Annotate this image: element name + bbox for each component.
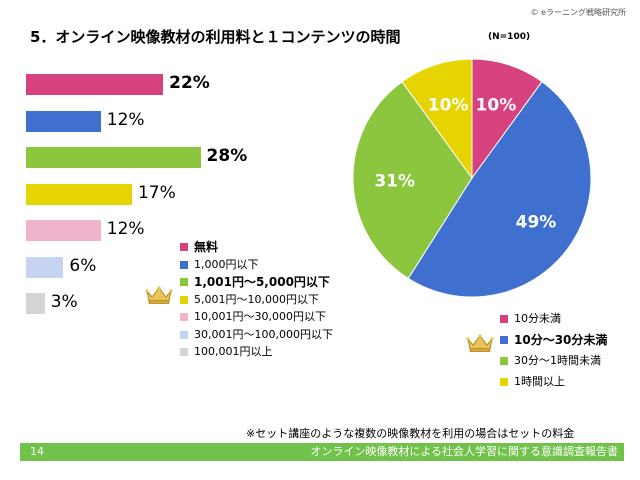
- footer-bar: 14 オンライン映像教材による社会人学習に関する意識調査報告書: [20, 443, 624, 461]
- legend-label: 100,001円以上: [194, 345, 273, 358]
- bar: [26, 147, 201, 168]
- legend-label: 30分～1時間未満: [514, 354, 601, 367]
- legend-swatch: [500, 315, 508, 323]
- pie-slice: [407, 81, 592, 298]
- legend-swatch: [500, 336, 508, 344]
- brand-label: © eラーニング戦略研究所: [530, 8, 626, 17]
- bar-value-label: 12%: [106, 109, 145, 130]
- pie-slice: [471, 58, 543, 180]
- page-number: 14: [30, 445, 44, 458]
- bar-value-label: 28%: [206, 146, 248, 166]
- bar: [26, 256, 64, 278]
- sample-size-label: (N=100): [488, 32, 531, 42]
- legend-swatch: [180, 295, 188, 304]
- legend-label: 10分～30分未満: [514, 333, 608, 347]
- legend-label: 1,000円以下: [194, 257, 259, 271]
- page-title: 5．オンライン映像教材の利用料と１コンテンツの時間: [30, 28, 401, 46]
- legend-swatch: [180, 278, 188, 286]
- legend-swatch: [180, 243, 188, 251]
- pie-slice-label: 49%: [516, 212, 557, 232]
- legend-label: 無料: [194, 240, 219, 254]
- legend-swatch: [180, 348, 188, 356]
- bar-value-label: 12%: [106, 219, 145, 239]
- pie-slice-label: 31%: [374, 171, 415, 191]
- legend-label: 1,001円～5,000円以下: [194, 275, 330, 289]
- pie-slice: [352, 81, 473, 280]
- pie-slice-label: 10%: [476, 95, 517, 115]
- legend-swatch: [180, 330, 188, 339]
- bar-value-label: 17%: [137, 182, 176, 203]
- bar: [26, 110, 101, 132]
- report-title: オンライン映像教材による社会人学習に関する意識調査報告書: [310, 445, 618, 458]
- legend-swatch: [500, 378, 508, 386]
- bar-value-label: 22%: [169, 73, 210, 93]
- bar: [26, 293, 45, 314]
- bar: [26, 183, 132, 205]
- legend-swatch: [180, 260, 188, 269]
- crown-icon-duration: [466, 334, 494, 352]
- bar: [26, 220, 101, 241]
- legend-label: 5,001円～10,000円以下: [194, 292, 319, 306]
- bar-value-label: 3%: [50, 292, 78, 312]
- legend-swatch: [180, 313, 188, 321]
- pie-slice: [401, 58, 473, 180]
- legend-label: 1時間以上: [514, 375, 565, 388]
- legend-swatch: [500, 357, 508, 365]
- legend-label: 30,001円～100,000円以下: [194, 327, 333, 341]
- bar: [26, 74, 164, 95]
- bar-value-label: 6%: [69, 255, 97, 276]
- legend-label: 10分未満: [514, 312, 561, 325]
- footnote: ※セット講座のような複数の映像教材を利用の場合はセットの料金: [246, 427, 575, 440]
- legend-label: 10,001円～30,000円以下: [194, 310, 326, 323]
- crown-icon-fee: [145, 286, 173, 304]
- pie-slice-label: 10%: [428, 95, 469, 115]
